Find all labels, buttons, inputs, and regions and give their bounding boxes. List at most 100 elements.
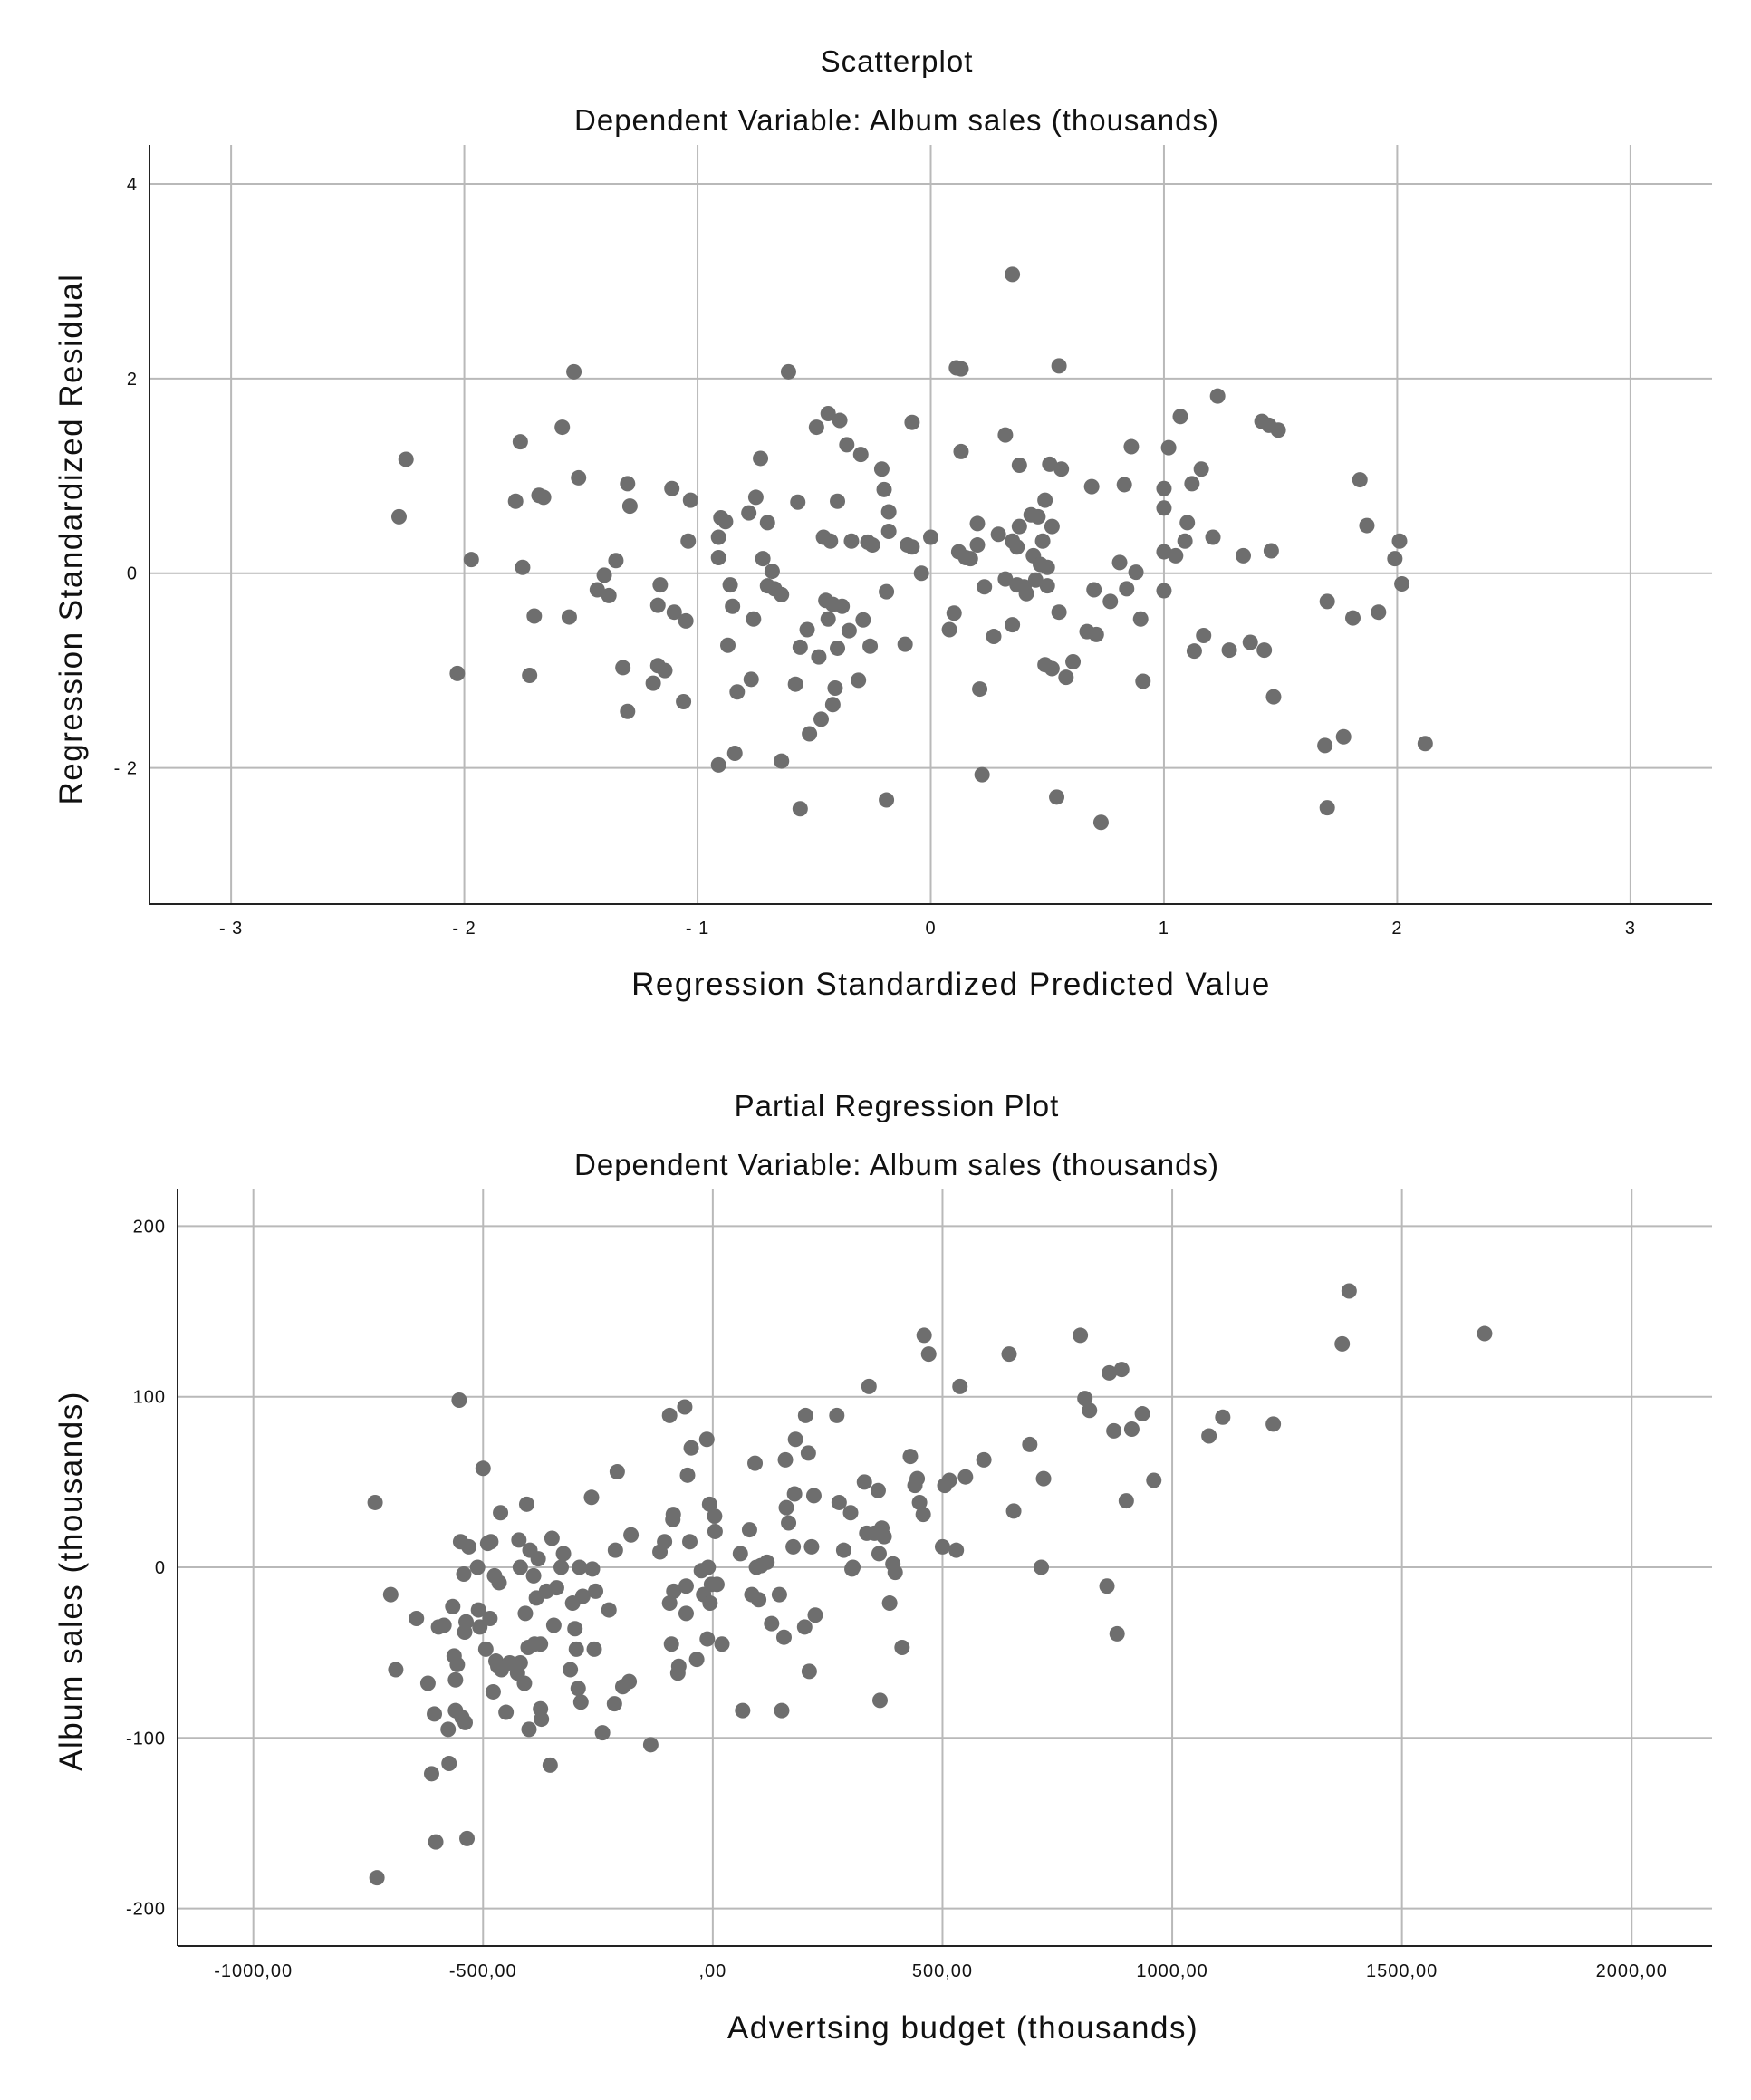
data-point [764,1615,780,1632]
data-point [1022,1436,1038,1452]
data-point [1049,789,1065,805]
data-point [881,1595,898,1612]
data-point [584,1561,601,1577]
data-point [862,638,879,654]
data-point [805,1488,822,1504]
data-point [553,1559,569,1575]
x-tick-label: 0 [925,919,936,939]
data-point [1132,611,1149,627]
data-point [574,1588,591,1604]
data-point [472,1619,488,1635]
data-point [1371,604,1387,621]
data-point [1039,559,1055,575]
data-point [682,1534,698,1550]
data-point [451,1392,467,1408]
data-point [747,1455,764,1471]
data-point [555,1546,572,1562]
data-point [871,1546,887,1562]
data-point [717,514,734,530]
data-point [1106,1422,1122,1439]
data-point [1156,500,1172,516]
data-point [897,636,913,652]
data-point [894,1639,910,1655]
data-point [957,1469,974,1485]
data-point [824,697,841,713]
data-point [710,756,726,773]
data-point [710,550,726,566]
data-point [1391,533,1408,549]
data-point [831,1494,847,1510]
data-point [1011,518,1027,535]
data-point [1172,409,1188,425]
data-point [621,1673,638,1690]
data-point [568,1641,584,1657]
data-point [997,427,1014,443]
grid-lines [149,145,1712,904]
data-point [747,489,764,506]
data-point [588,1583,604,1599]
data-point [851,672,867,689]
data-point [1113,1362,1130,1378]
data-point [679,1467,696,1483]
data-point [775,1629,792,1645]
data-point [1160,439,1177,456]
data-point [491,1575,507,1591]
data-point [813,711,829,727]
data-point [516,1675,533,1691]
data-point [796,1619,813,1635]
data-point [1005,1503,1022,1519]
data-point [720,637,736,653]
data-point [571,469,587,486]
data-point [1265,1416,1282,1432]
data-point [1034,1559,1050,1575]
data-point [835,1542,851,1558]
data-point [457,1714,473,1730]
data-point [1102,1364,1118,1381]
data-point [797,1407,813,1423]
axes [149,145,1712,905]
data-point [601,1602,617,1618]
data-point [1319,800,1335,816]
data-point [1044,660,1060,677]
data-point [572,1694,589,1710]
y-tick-label: 100 [133,1388,166,1408]
data-point [834,598,851,614]
data-point [661,1407,678,1423]
data-point [507,493,524,509]
data-point [861,1378,877,1394]
data-point [428,1834,444,1850]
chart-subtitle: Dependent Variable: Album sales (thousan… [574,103,1219,137]
data-point [699,1631,716,1647]
axes [177,1189,1712,1947]
x-tick-label: 500,00 [912,1961,973,1981]
data-point [601,587,617,603]
data-point [832,412,848,429]
data-point [876,1528,892,1545]
data-point [533,1636,549,1652]
data-point [841,622,857,639]
data-point [1236,547,1251,564]
data-point [567,1621,583,1637]
data-point [807,1607,823,1623]
data-point [1477,1325,1493,1342]
data-point [678,612,694,629]
data-point [1270,422,1286,438]
data-point [620,476,636,492]
data-point [909,1470,926,1487]
data-point [663,1636,679,1652]
y-tick-label: 4 [127,175,138,195]
data-point [1086,582,1102,598]
data-point [586,1641,602,1657]
data-point [475,1460,491,1477]
data-point [953,361,969,377]
data-point [682,492,698,508]
data-point [1134,1406,1150,1422]
data-point [589,582,605,598]
data-point [1394,576,1410,592]
data-point [1156,480,1172,496]
data-point [879,583,895,600]
data-point [609,1464,625,1480]
data-point [1065,653,1082,669]
